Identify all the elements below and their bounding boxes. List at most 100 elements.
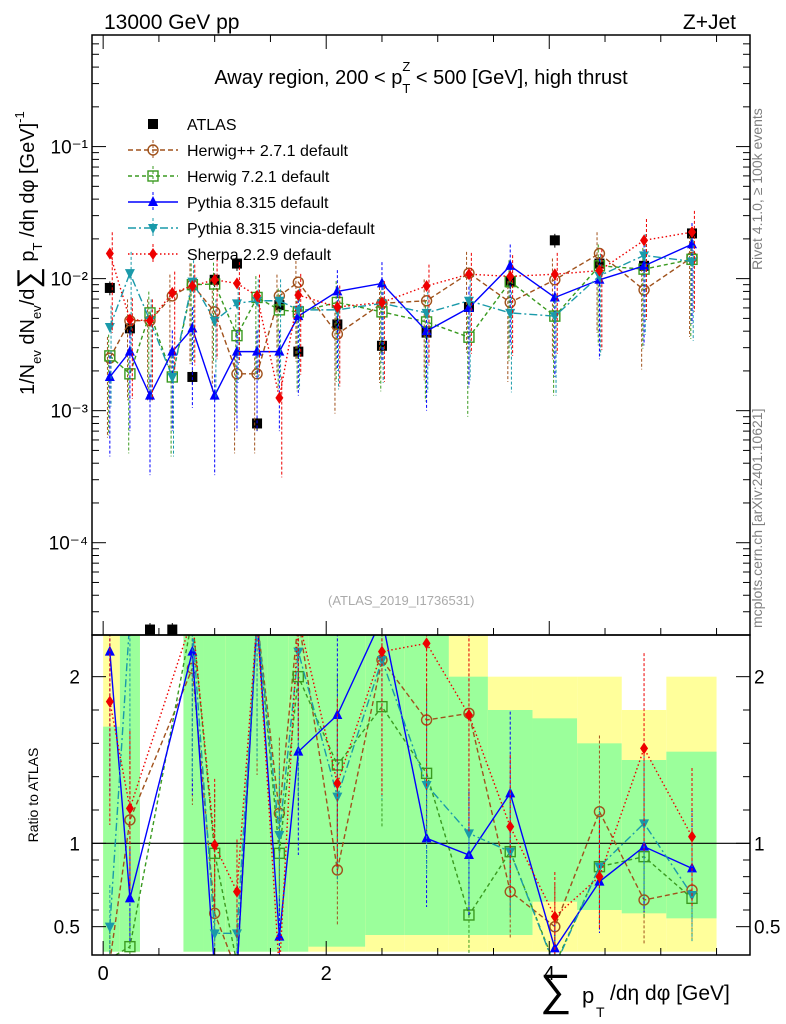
- series-line: [109, 258, 693, 380]
- x-tick-label: 4: [544, 963, 555, 985]
- watermark: (ATLAS_2019_I1736531): [328, 593, 474, 608]
- data-point: [253, 289, 262, 302]
- chart-title: Away region, 200 < pTZ < 500 [GeV], high…: [214, 59, 628, 96]
- ratio-point: [274, 831, 285, 841]
- ratio-point: [125, 802, 134, 815]
- ratio-point: [595, 870, 604, 883]
- data-point: [505, 308, 516, 319]
- data-point: [294, 289, 303, 302]
- ratio-point: [124, 892, 135, 903]
- ratio-point: [292, 670, 305, 683]
- x-tick-label: 2: [321, 963, 332, 985]
- data-point: [168, 286, 177, 299]
- legend-marker: [148, 119, 158, 129]
- data-point: [187, 322, 198, 333]
- legend-label: Pythia 8.315 vincia-default: [187, 221, 375, 238]
- ratio-point: [593, 805, 606, 818]
- y-axis-label: 1/Nev dNev/d∑ pT /dη dφ [GeV]-1: [12, 111, 45, 395]
- svg-text:∑: ∑: [540, 966, 571, 1015]
- mcplots-label: mcplots.cern.ch [arXiv:2401.10621]: [749, 409, 765, 628]
- ratio-point: [377, 645, 386, 658]
- ratio-point: [333, 777, 342, 790]
- data-point: [251, 368, 263, 380]
- data-point: [687, 238, 698, 249]
- data-point: [145, 314, 154, 327]
- data-point: [639, 259, 650, 270]
- ratio-point: [463, 909, 475, 921]
- data-point: [231, 345, 242, 356]
- legend-label: ATLAS: [187, 117, 237, 134]
- band-green: [365, 635, 405, 935]
- ratio-point: [105, 695, 114, 708]
- data-point: [275, 391, 284, 404]
- data-point: [231, 368, 243, 380]
- header-right: Z+Jet: [683, 11, 736, 34]
- ratio-point: [640, 742, 649, 755]
- data-point: [376, 277, 387, 288]
- ratio-tick-label-right: 0.5: [754, 918, 780, 939]
- data-point: [252, 418, 263, 429]
- y-tick-label: 10⁻⁴: [49, 534, 88, 555]
- data-point: [331, 328, 344, 340]
- band-green: [225, 635, 248, 952]
- data-point: [167, 624, 178, 635]
- data-point: [124, 269, 135, 280]
- data-point: [252, 345, 263, 356]
- ratio-point: [463, 829, 474, 840]
- legend-marker: [147, 144, 159, 156]
- data-point: [125, 313, 134, 326]
- ratio-tick-label: 1: [69, 834, 80, 855]
- legend-label: Pythia 8.315 default: [187, 195, 329, 212]
- ratio-point: [687, 862, 698, 873]
- data-point: [420, 295, 433, 307]
- data-point: [210, 273, 219, 286]
- band-green: [103, 726, 120, 952]
- data-point: [187, 371, 198, 382]
- svg-text:p: p: [582, 983, 594, 1008]
- data-point: [188, 279, 197, 292]
- data-point: [274, 345, 285, 356]
- ratio-y-label: Ratio to ATLAS: [25, 748, 41, 843]
- ratio-point: [209, 929, 220, 940]
- data-point: [104, 282, 115, 293]
- ratio-tick-label-right: 2: [754, 668, 765, 689]
- data-point: [421, 325, 432, 336]
- data-point: [505, 259, 516, 270]
- svg-text:/dη dφ [GeV]: /dη dφ [GeV]: [610, 982, 730, 1005]
- legend-marker: [148, 196, 158, 206]
- y-tick-label: 10⁻²: [51, 270, 89, 291]
- data-point: [209, 389, 220, 400]
- header-left: 13000 GeV pp: [104, 11, 239, 34]
- ratio-point: [506, 820, 515, 833]
- legend-marker: [149, 248, 157, 260]
- data-point: [124, 368, 136, 380]
- legend-label: Sherpa 2.2.9 default: [187, 247, 332, 264]
- data-point: [593, 247, 606, 260]
- data-point: [124, 323, 135, 334]
- ratio-point: [210, 839, 219, 851]
- legend-label: Herwig++ 2.7.1 default: [187, 143, 349, 160]
- data-point: [231, 299, 242, 310]
- series-pythia-8-315-vincia-default: [104, 234, 698, 457]
- band-green: [308, 635, 366, 947]
- data-point: [231, 258, 242, 269]
- ratio-point: [208, 907, 221, 920]
- data-point: [376, 340, 387, 351]
- data-point: [506, 270, 515, 283]
- y-tick-label: 10⁻¹: [51, 138, 89, 159]
- data-point: [274, 296, 285, 307]
- svg-text:1/Nev dNev/d∑ pT /dη dφ [GeV]: 1/Nev dNev/d∑ pT /dη dφ [GeV]-1: [12, 111, 45, 395]
- ratio-point: [464, 709, 473, 721]
- svg-text:T: T: [596, 1004, 605, 1020]
- data-point: [124, 345, 135, 356]
- ratio-point: [232, 885, 241, 898]
- ratio-point: [422, 637, 431, 650]
- ratio-point: [376, 700, 388, 713]
- series-line: [109, 252, 693, 375]
- data-point: [144, 624, 155, 635]
- ratio-point: [124, 940, 136, 953]
- data-point: [332, 319, 343, 330]
- data-point: [167, 372, 178, 383]
- data-point: [104, 323, 115, 334]
